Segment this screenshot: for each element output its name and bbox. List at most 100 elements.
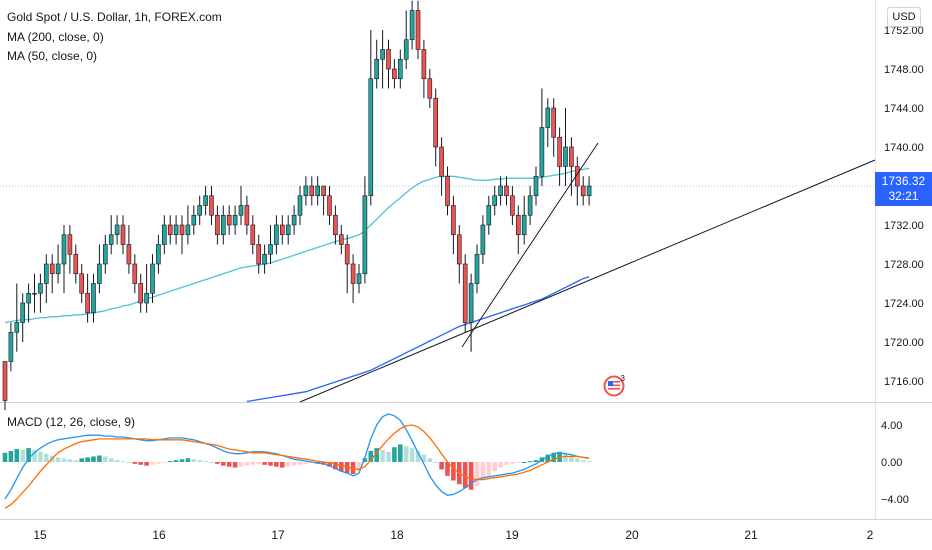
signal-line (4, 424, 590, 509)
macd-histogram-bar (103, 456, 108, 462)
candle-body (456, 234, 462, 265)
candle (232, 205, 238, 235)
candle (527, 186, 533, 225)
candle-body (14, 322, 20, 333)
ma200-layer (246, 276, 590, 403)
candle (73, 244, 79, 284)
axes-layer: 1716.001720.001724.001728.001732.001736.… (33, 25, 923, 542)
macd-histogram-bar (545, 454, 551, 462)
candle-body (256, 244, 262, 265)
candle (492, 186, 498, 216)
candle (120, 215, 126, 255)
candle-body (49, 263, 55, 275)
macd-histogram-bar (250, 462, 256, 465)
macd-histogram-bar (203, 461, 208, 463)
candle-body (462, 263, 468, 323)
macd-histogram-bar (61, 458, 67, 462)
macd-histogram-bar (386, 451, 391, 462)
macd-histogram-bar (551, 452, 556, 462)
macd-histogram-bar (91, 456, 96, 462)
candle (397, 49, 403, 89)
candle (215, 205, 220, 245)
candle-body (191, 214, 197, 226)
candle-body (315, 185, 321, 197)
last-price-tag: 1736.32 32:21 (875, 172, 932, 206)
ma200-legend[interactable]: MA (200, close, 0) (7, 30, 104, 44)
macd-histogram-layer (2, 444, 592, 490)
candle-body (91, 283, 96, 314)
candle (67, 225, 73, 274)
candle-body (409, 10, 415, 41)
time-tick-label: 16 (152, 528, 166, 542)
macd-histogram-bar (191, 459, 197, 462)
candle (197, 195, 202, 225)
macd-histogram-bar (150, 462, 155, 465)
candle (545, 98, 551, 147)
candle-body (356, 273, 362, 284)
candle-body (333, 214, 338, 236)
candle-body (327, 195, 332, 216)
macd-line (4, 413, 590, 500)
candle (162, 215, 167, 255)
candle (344, 234, 350, 294)
candle (333, 205, 338, 245)
currency-button[interactable]: USD (887, 7, 921, 27)
candle-body (350, 263, 356, 284)
candle-body (344, 244, 350, 265)
macd-histogram-bar (32, 449, 37, 462)
candle (108, 215, 114, 255)
macd-legend[interactable]: MACD (12, 26, close, 9) (7, 415, 136, 429)
candle (321, 185, 326, 216)
candle-body (392, 68, 397, 80)
candle-body (185, 224, 191, 236)
candle-body (103, 244, 108, 265)
candle-body (510, 195, 515, 216)
macd-histogram-bar (533, 460, 539, 462)
candle (498, 176, 503, 206)
macd-histogram-bar (374, 448, 379, 462)
us-flag-event-icon[interactable]: 3 (603, 375, 625, 397)
price-tick-label: 1728.00 (884, 259, 924, 271)
candle (563, 108, 568, 186)
macd-histogram-bar (156, 462, 161, 464)
candle-body (297, 195, 303, 216)
macd-histogram-bar (280, 462, 285, 468)
candle-body (427, 78, 433, 99)
candle-body (232, 214, 238, 226)
ma200-line (246, 276, 590, 403)
candle (504, 176, 509, 206)
candle (380, 30, 385, 89)
macd-histogram-bar (468, 462, 474, 490)
candle-body (386, 49, 391, 70)
candle (226, 205, 232, 235)
candle (392, 59, 397, 89)
candle-body (167, 224, 173, 236)
candle-body (108, 234, 114, 245)
candle (114, 215, 120, 245)
candle-body (126, 244, 132, 265)
macd-histogram-bar (197, 460, 202, 462)
candle-body (144, 292, 149, 304)
macd-histogram-bar (498, 462, 503, 468)
candle-body (8, 331, 14, 362)
macd-histogram-bar (433, 462, 438, 463)
long-trendline (299, 159, 876, 403)
candle (557, 127, 562, 186)
ma50-legend[interactable]: MA (50, close, 0) (7, 49, 98, 63)
macd-histogram-bar (138, 462, 143, 465)
candle (209, 186, 214, 225)
macd-histogram-bar (238, 462, 244, 467)
candle (409, 0, 415, 50)
price-tick-label: 1744.00 (884, 103, 924, 115)
time-tick-label: 2 (867, 528, 874, 542)
candle-body (557, 136, 562, 167)
macd-histogram-bar (262, 462, 267, 465)
candle (268, 225, 273, 264)
macd-histogram-bar (451, 462, 456, 481)
candle-body (291, 214, 297, 226)
candle-body (226, 214, 232, 226)
candle (132, 254, 138, 294)
candle (103, 234, 108, 274)
macd-histogram-bar (398, 444, 403, 462)
